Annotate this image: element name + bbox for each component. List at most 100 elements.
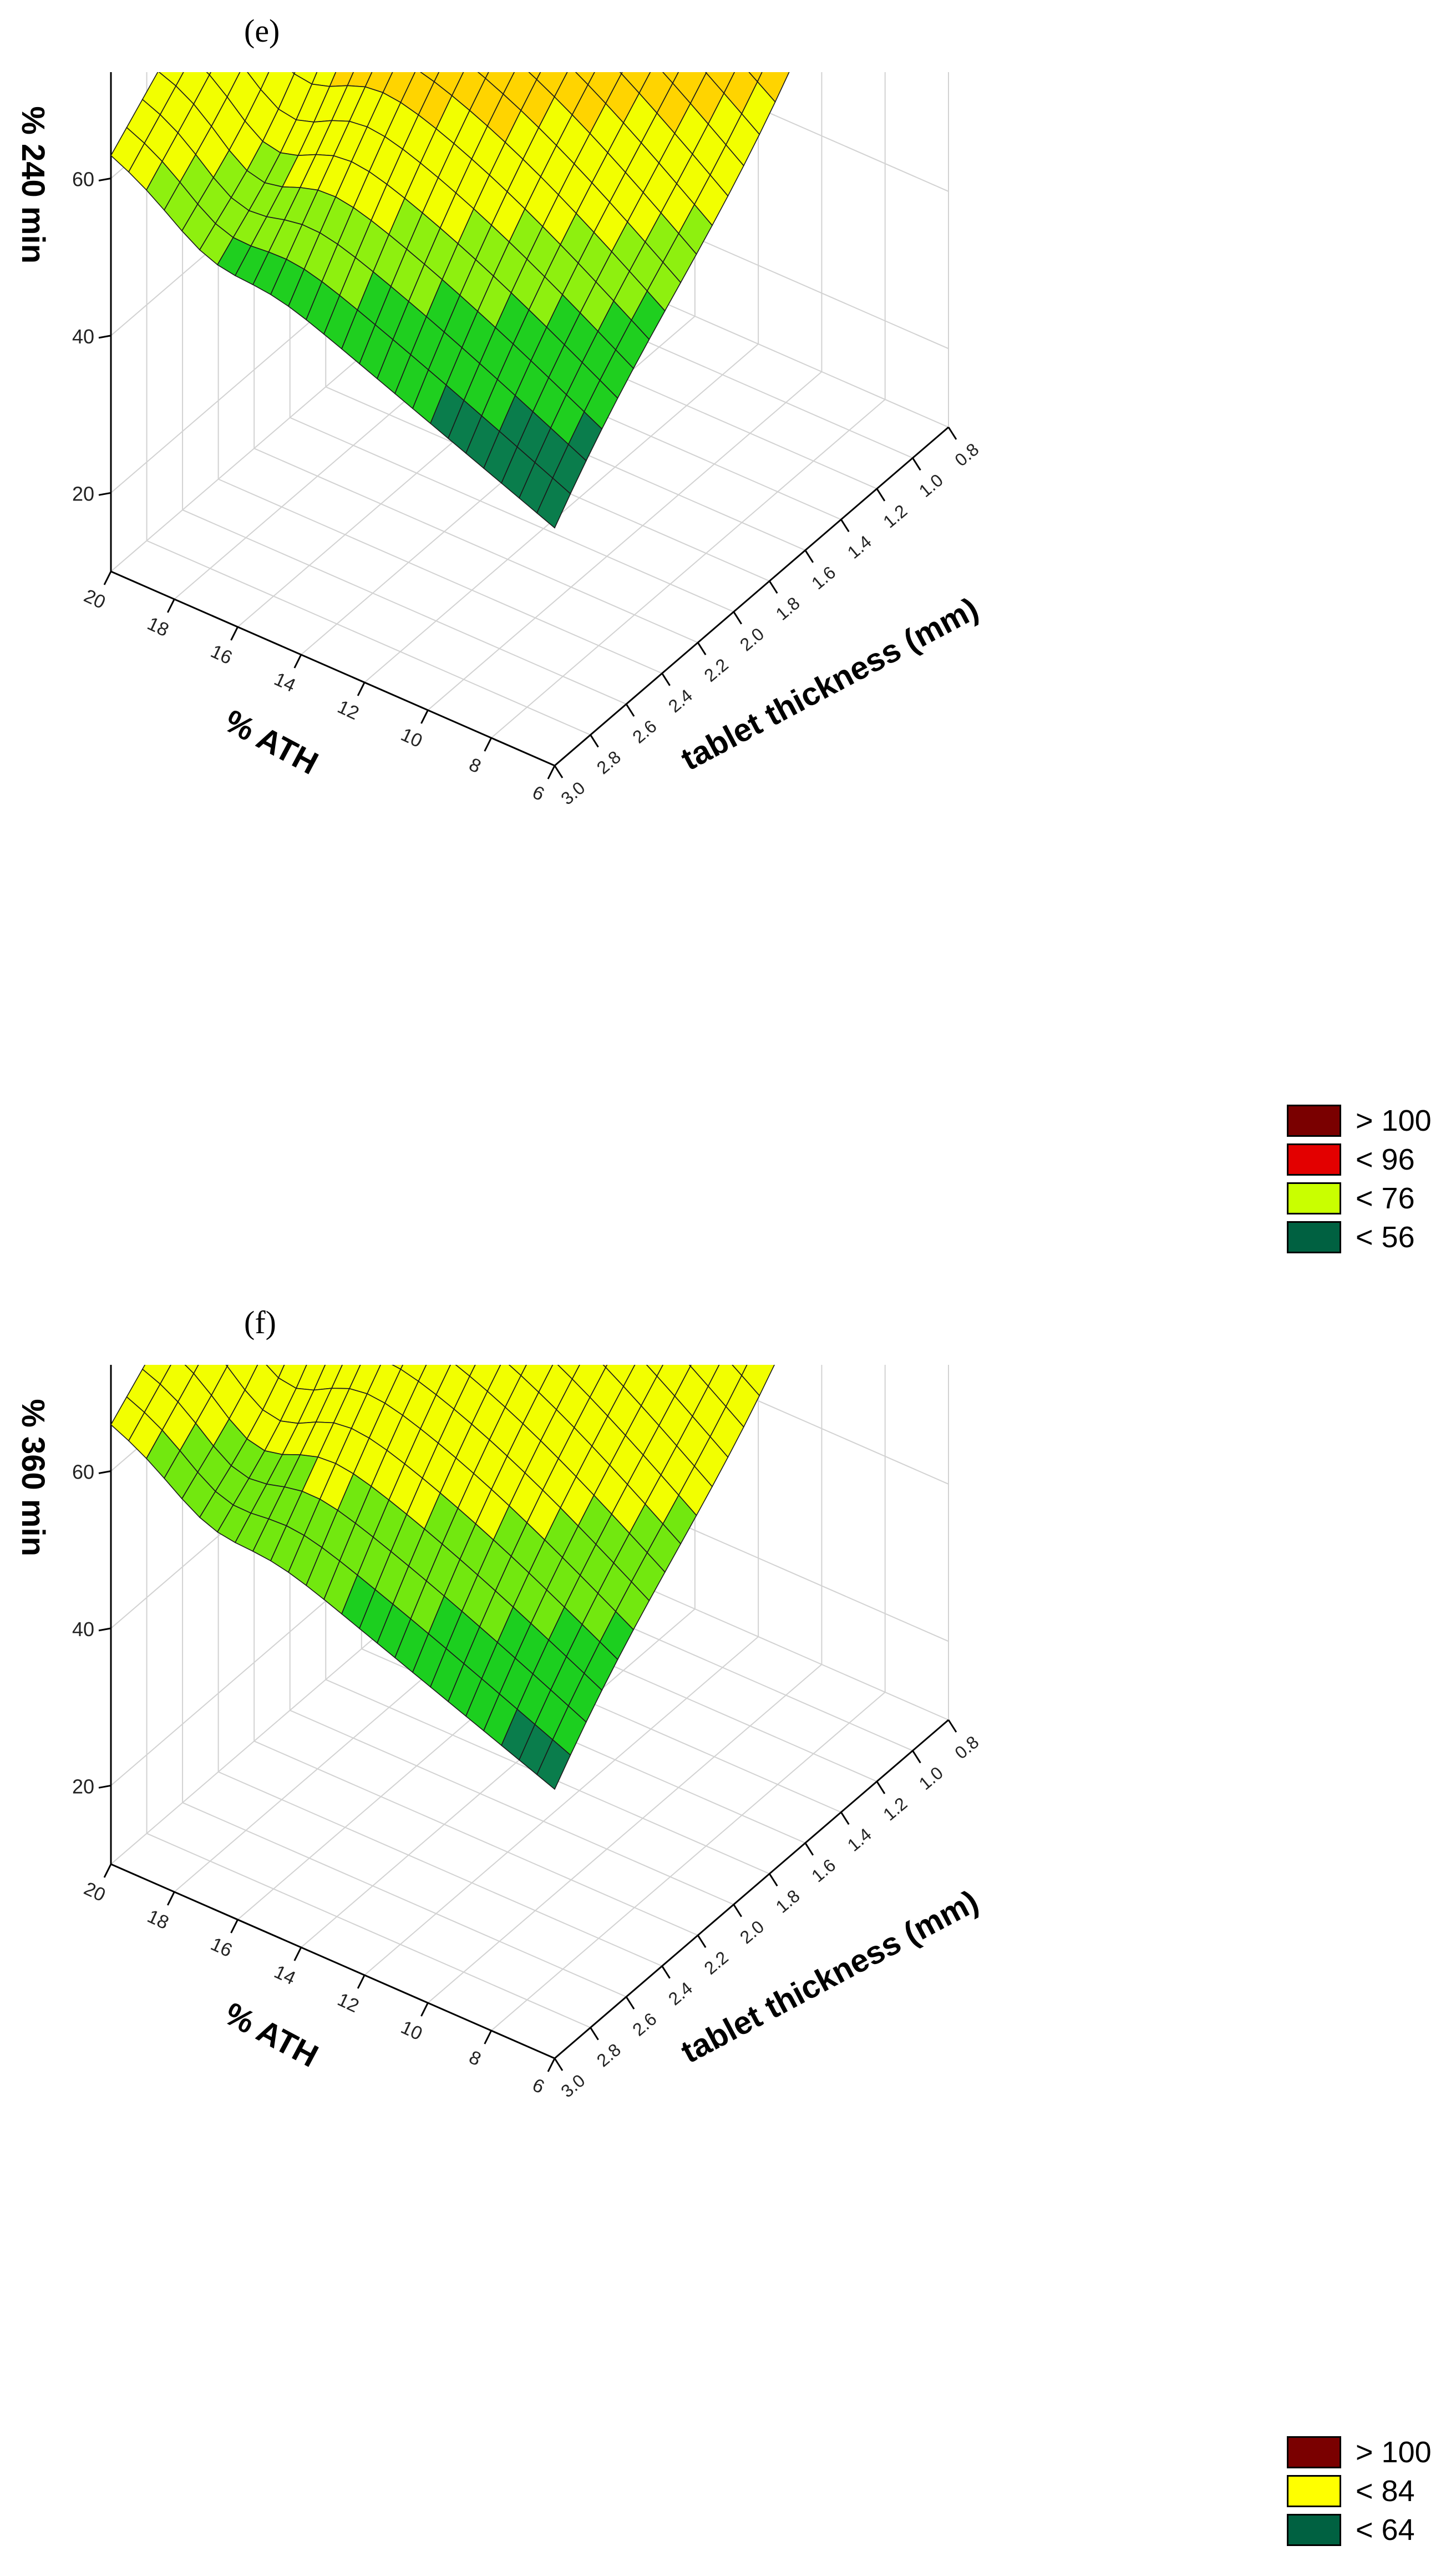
z-tick-label: 60 xyxy=(72,1461,94,1484)
thickness-tick xyxy=(804,550,814,563)
ath-tick-label: 10 xyxy=(398,724,425,752)
ath-tick xyxy=(230,1919,239,1934)
ath-tick-label: 6 xyxy=(529,782,547,805)
thickness-tick xyxy=(769,580,778,594)
surface-cell xyxy=(184,1365,199,1374)
z-tick xyxy=(98,1470,111,1474)
surface-chart-e: 20406080100201816141210860.81.01.21.41.6… xyxy=(15,72,984,809)
z-tick-label: 60 xyxy=(72,168,94,191)
thickness-tick xyxy=(733,611,742,625)
thickness-tick xyxy=(697,1935,707,1948)
ath-tick xyxy=(357,682,366,696)
thickness-tick xyxy=(590,734,599,748)
thickness-tick-label: 1.4 xyxy=(844,1824,875,1855)
thickness-tick xyxy=(554,765,564,778)
legend-item: > 100 xyxy=(1287,2433,1432,2472)
ath-tick xyxy=(420,710,429,724)
ath-axis-line xyxy=(110,1863,555,2059)
thickness-tick-label: 2.4 xyxy=(664,1978,696,2009)
thickness-tick-label: 2.4 xyxy=(664,685,696,716)
ath-tick-label: 12 xyxy=(334,696,362,724)
ath-tick xyxy=(484,737,493,752)
z-axis-title: % 360 min xyxy=(15,1399,51,1556)
ath-tick xyxy=(357,1975,366,1989)
ath-tick-label: 16 xyxy=(207,641,235,669)
legend-item: < 64 xyxy=(1287,2511,1432,2549)
thickness-tick-label: 1.2 xyxy=(879,1793,911,1824)
thickness-tick-label: 2.8 xyxy=(593,747,625,778)
z-tick-label: 40 xyxy=(72,1618,94,1641)
ath-tick-label: 16 xyxy=(207,1934,235,1961)
thickness-axis-line xyxy=(554,426,949,767)
thickness-tick-label: 1.8 xyxy=(772,1886,804,1917)
ath-tick xyxy=(166,1891,175,1906)
surface-cell xyxy=(536,1739,571,1790)
legend-e: > 100 < 96 < 76 < 56 xyxy=(1287,1101,1432,1257)
thickness-tick xyxy=(590,2027,599,2041)
thickness-tick xyxy=(733,1904,742,1917)
thickness-axis-title: tablet thickness (mm) xyxy=(675,1883,984,2070)
ath-tick xyxy=(547,765,556,780)
ath-axis-line xyxy=(110,570,555,767)
legend-item: < 96 xyxy=(1287,1140,1432,1179)
ath-tick xyxy=(103,571,112,585)
z-tick-label: 40 xyxy=(72,325,94,348)
thickness-tick xyxy=(661,1965,671,1979)
thickness-axis-title: tablet thickness (mm) xyxy=(675,590,984,777)
legend-swatch xyxy=(1287,2436,1341,2468)
legend-label: < 64 xyxy=(1356,2513,1415,2547)
z-axis-title: % 240 min xyxy=(15,106,51,264)
legend-swatch xyxy=(1287,1221,1341,1253)
thickness-tick xyxy=(876,1781,886,1794)
response-surface xyxy=(110,72,790,529)
thickness-tick xyxy=(912,457,921,471)
thickness-tick xyxy=(840,519,850,533)
thickness-tick-label: 2.2 xyxy=(701,655,732,686)
legend-item: < 56 xyxy=(1287,1218,1432,1257)
thickness-tick-label: 1.4 xyxy=(844,532,875,563)
ath-tick xyxy=(103,1864,112,1878)
ath-tick-label: 20 xyxy=(80,585,108,613)
thickness-tick xyxy=(554,2058,564,2071)
ath-tick-label: 8 xyxy=(466,2047,484,2070)
thickness-tick-label: 2.0 xyxy=(736,1916,768,1947)
panel-label-e: (e) xyxy=(244,13,280,49)
z-tick xyxy=(98,335,111,339)
thickness-tick-label: 1.2 xyxy=(879,500,911,532)
legend-label: < 84 xyxy=(1356,2474,1415,2508)
ath-tick-label: 14 xyxy=(271,669,298,696)
legend-swatch xyxy=(1287,2514,1341,2546)
ath-axis-title: % ATH xyxy=(219,1996,324,2074)
ath-tick xyxy=(420,2002,429,2017)
legend-item: < 76 xyxy=(1287,1179,1432,1218)
thickness-tick-label: 0.8 xyxy=(951,439,982,470)
thickness-tick xyxy=(876,488,886,502)
ath-axis-title: % ATH xyxy=(219,703,324,782)
ath-tick xyxy=(547,2058,556,2072)
legend-swatch xyxy=(1287,1105,1341,1137)
z-tick xyxy=(98,178,111,181)
ath-tick-label: 10 xyxy=(398,2017,425,2044)
z-tick xyxy=(98,492,111,496)
thickness-tick-label: 2.8 xyxy=(593,2039,625,2071)
thickness-tick xyxy=(625,704,635,717)
surface-cell xyxy=(646,1365,664,1377)
ath-tick-label: 18 xyxy=(144,613,172,641)
ath-tick-label: 6 xyxy=(529,2074,547,2098)
thickness-tick-label: 3.0 xyxy=(557,777,589,808)
thickness-axis-line xyxy=(554,1719,949,2059)
surface-cell xyxy=(536,477,571,529)
thickness-tick-label: 1.0 xyxy=(915,1763,947,1794)
ath-tick-label: 8 xyxy=(466,754,484,777)
legend-swatch xyxy=(1287,1182,1341,1214)
legend-swatch xyxy=(1287,1143,1341,1176)
ath-tick xyxy=(484,2030,493,2044)
z-tick-label: 20 xyxy=(72,1775,94,1798)
thickness-tick-label: 1.8 xyxy=(772,593,804,624)
thickness-tick xyxy=(661,672,671,686)
surface-cell xyxy=(748,72,763,83)
thickness-tick-label: 1.6 xyxy=(808,1855,839,1886)
z-tick-label: 20 xyxy=(72,482,94,505)
surface-cell xyxy=(662,72,679,84)
response-surface xyxy=(110,1365,775,1790)
